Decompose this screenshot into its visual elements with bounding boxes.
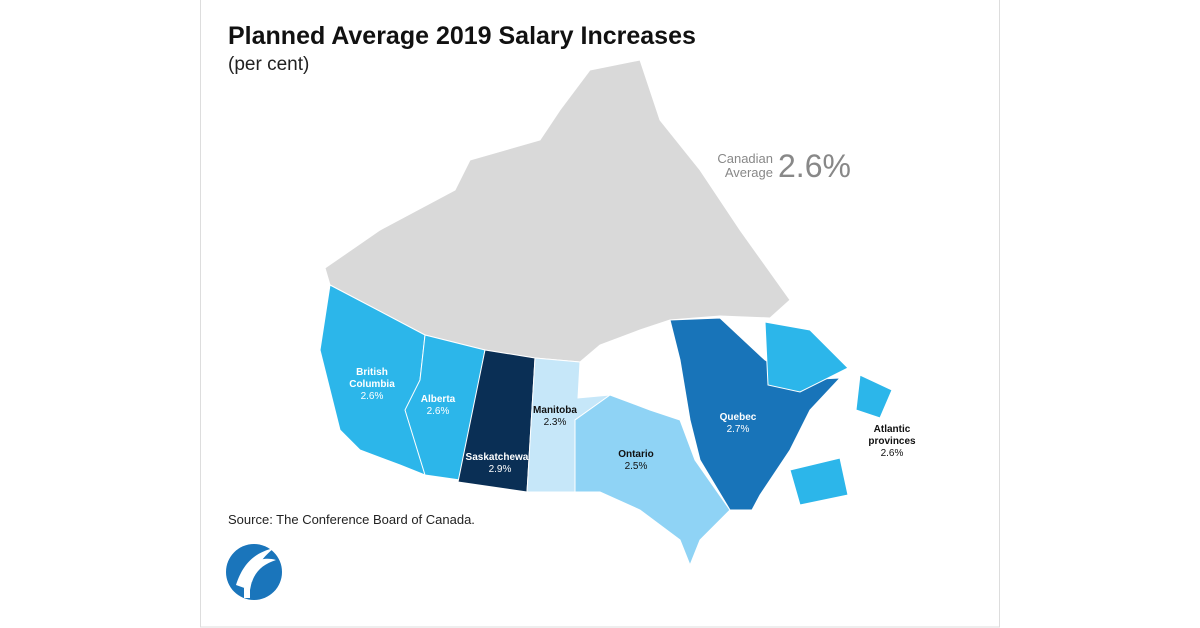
region-name: Quebec: [720, 412, 757, 423]
region-value: 2.6%: [881, 448, 904, 459]
region-value: 2.3%: [544, 417, 567, 428]
subtitle: (per cent): [228, 54, 309, 75]
title: Planned Average 2019 Salary Increases: [228, 22, 696, 50]
region-value: 2.6%: [361, 391, 384, 402]
region: [855, 374, 893, 419]
region-value: 2.6%: [427, 406, 450, 417]
region: [789, 457, 849, 506]
region-value: 2.9%: [489, 464, 512, 475]
region-name: Alberta: [421, 394, 456, 405]
region-name: provinces: [868, 436, 916, 447]
region-name: British: [356, 367, 388, 378]
region-name: Atlantic: [874, 424, 911, 435]
region: [574, 394, 731, 567]
region-name: Ontario: [618, 449, 654, 460]
region: [764, 321, 849, 393]
region-name: Columbia: [349, 379, 395, 390]
average-value: 2.6%: [778, 148, 851, 184]
logo: [226, 544, 282, 600]
region-value: 2.7%: [727, 424, 750, 435]
average-label: Average: [725, 165, 773, 180]
source: Source: The Conference Board of Canada.: [228, 512, 475, 527]
region-name: Manitoba: [533, 405, 577, 416]
average-label: Canadian: [717, 151, 773, 166]
region-value: 2.5%: [625, 461, 648, 472]
region-name: Saskatchewan: [466, 452, 535, 463]
